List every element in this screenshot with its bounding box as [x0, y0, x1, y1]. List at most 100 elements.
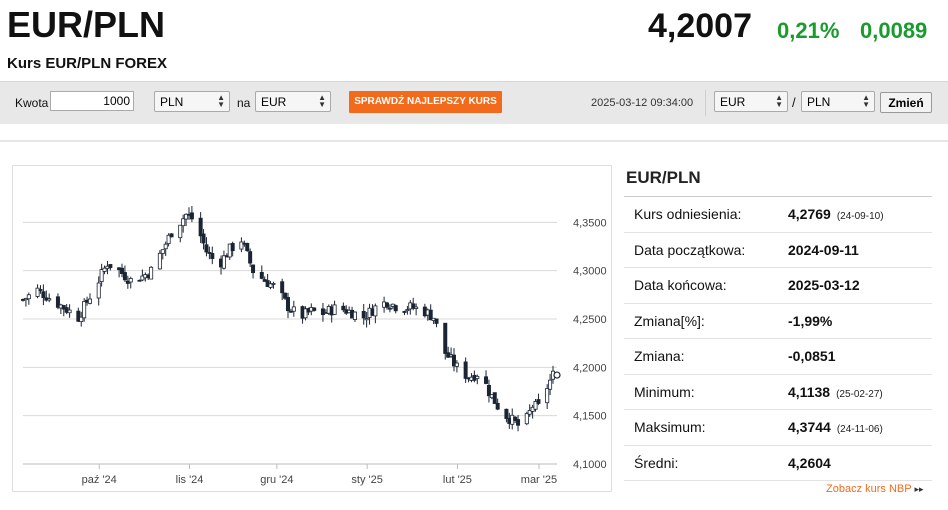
candle-up: [26, 294, 31, 300]
y-tick-label: 4,1000: [573, 459, 607, 471]
stats-row: Data końcowa: 2025-03-12: [624, 268, 932, 304]
stats-row-date: (25-02-27): [836, 388, 883, 400]
stats-panel: EUR/PLN Kurs odniesienia: 4,2769 (24-09-10…: [624, 164, 932, 481]
stats-row-value-text: 2025-03-12: [788, 277, 860, 293]
stats-row-value: 2025-03-12: [788, 277, 860, 293]
candle-down: [210, 253, 215, 259]
amount-label: Kwota: [15, 96, 49, 110]
stats-row: Kurs odniesienia: 4,2769 (24-09-10): [624, 197, 932, 233]
stats-row-label: Maksimum:: [634, 419, 706, 435]
page-title: EUR/PLN: [7, 4, 166, 45]
candle-down: [38, 289, 43, 291]
to-currency-value: EUR: [261, 95, 287, 109]
candle-up: [149, 266, 154, 280]
amount-input[interactable]: [50, 91, 134, 111]
candle-up: [454, 362, 459, 367]
candle-up: [128, 278, 133, 283]
from-currency-select[interactable]: PLN ▲ ▼: [154, 91, 230, 112]
candle-down: [230, 243, 235, 252]
pair-base-select[interactable]: EUR ▲ ▼: [714, 91, 788, 112]
stats-row: Data początkowa: 2024-09-11: [624, 233, 932, 268]
candle-down: [504, 408, 509, 419]
candle-up: [35, 287, 40, 297]
candle-up: [364, 318, 369, 321]
candle-down: [76, 310, 81, 322]
last-price-marker: [553, 371, 561, 379]
stats-row-value-text: 2024-09-11: [788, 241, 859, 258]
x-tick-label: paź '24: [82, 474, 117, 486]
candle-down: [428, 309, 433, 321]
y-tick-label: 4,2000: [573, 362, 607, 374]
candle-down: [108, 264, 113, 268]
candle-down: [320, 308, 325, 316]
swap-button[interactable]: Zmień: [880, 92, 932, 113]
select-arrows-icon: ▲ ▼: [318, 93, 326, 109]
stats-row-label: Zmiana[%]:: [634, 312, 705, 329]
stats-row-label: Data końcowa:: [634, 277, 727, 293]
candle-down: [55, 296, 60, 308]
price-chart: 4,1000 4,1500 4,2000 4,2500 4,3000 4,3500 paź …: [12, 165, 612, 492]
stats-row-value-text: 4,3744: [788, 419, 831, 435]
stats-row-value: 4,2604: [788, 455, 831, 471]
candle-down: [443, 322, 448, 354]
stats-row-date: (24-11-06): [836, 424, 883, 435]
candle-up: [79, 316, 84, 323]
select-arrows-icon: ▲ ▼: [775, 93, 783, 109]
to-label: na: [237, 96, 251, 110]
candle-up: [96, 282, 101, 299]
stats-row-label: Data początkowa:: [634, 241, 746, 258]
candle-down: [341, 305, 346, 311]
nbp-rate-link[interactable]: Zobacz kurs NBP ▸▸: [826, 483, 924, 495]
candle-down: [495, 402, 500, 410]
chart-svg: 4,1000 4,1500 4,2000 4,2500 4,3000 4,3500 paź …: [20, 205, 607, 486]
converter-toolbar: Kwota PLN ▲▼ na EUR ▲▼ SPRAWDŹ NAJLEPSZY…: [0, 81, 948, 124]
stats-row-date: (24-09-10): [836, 211, 884, 222]
stats-row-value: 4,2769 (24-09-10): [788, 206, 884, 222]
page-subtitle: Kurs EUR/PLN FOREX: [7, 55, 168, 72]
stats-row: Maksimum: 4,3744 (24-11-06): [624, 410, 932, 446]
candle-up: [181, 218, 186, 227]
candle-up: [545, 388, 550, 404]
candle-up: [268, 283, 273, 288]
pair-quote-select[interactable]: PLN ▲ ▼: [801, 91, 875, 112]
candle-up: [166, 234, 171, 245]
candle-up: [527, 410, 532, 415]
candle-down: [283, 292, 288, 299]
candle-down: [288, 310, 293, 313]
candle-up: [548, 379, 553, 390]
candle-up: [67, 309, 72, 314]
candle-up: [291, 306, 296, 312]
candle-up: [178, 224, 183, 239]
toolbar-divider: [705, 90, 706, 116]
stats-row: Zmiana[%]: -1,99%: [624, 304, 932, 339]
x-tick-label: lis '24: [176, 474, 204, 486]
candle-up: [405, 309, 410, 312]
candle-down: [41, 291, 46, 299]
stats-row-label: Kurs odniesienia:: [634, 206, 742, 222]
candle-up: [163, 243, 168, 250]
candle-down: [434, 318, 439, 324]
candle-down: [201, 233, 206, 244]
candle-down: [516, 419, 521, 426]
candle-down: [411, 303, 416, 309]
stats-row-label: Minimum:: [634, 383, 695, 400]
best-rate-button[interactable]: SPRAWDŹ NAJLEPSZY KURS: [349, 91, 502, 113]
candle-up: [373, 305, 378, 317]
candle-up: [87, 298, 92, 304]
select-arrows-icon: ▲ ▼: [862, 93, 870, 109]
to-currency-select[interactable]: EUR ▲ ▼: [255, 91, 331, 112]
candle-down: [536, 399, 541, 404]
candle-up: [533, 401, 538, 410]
candle-down: [120, 267, 125, 274]
pair-base-value: EUR: [720, 95, 746, 109]
candle-down: [251, 264, 256, 274]
stats-row-value-text: 4,1138: [788, 383, 831, 400]
candle-up: [102, 267, 107, 272]
candle-down: [492, 392, 497, 404]
candle-down: [387, 307, 392, 310]
candle-up: [184, 213, 189, 220]
candle-down: [248, 251, 253, 264]
candle-down: [137, 279, 142, 282]
stats-row-value-text: -0,0851: [788, 348, 836, 364]
candle-down: [402, 311, 407, 313]
